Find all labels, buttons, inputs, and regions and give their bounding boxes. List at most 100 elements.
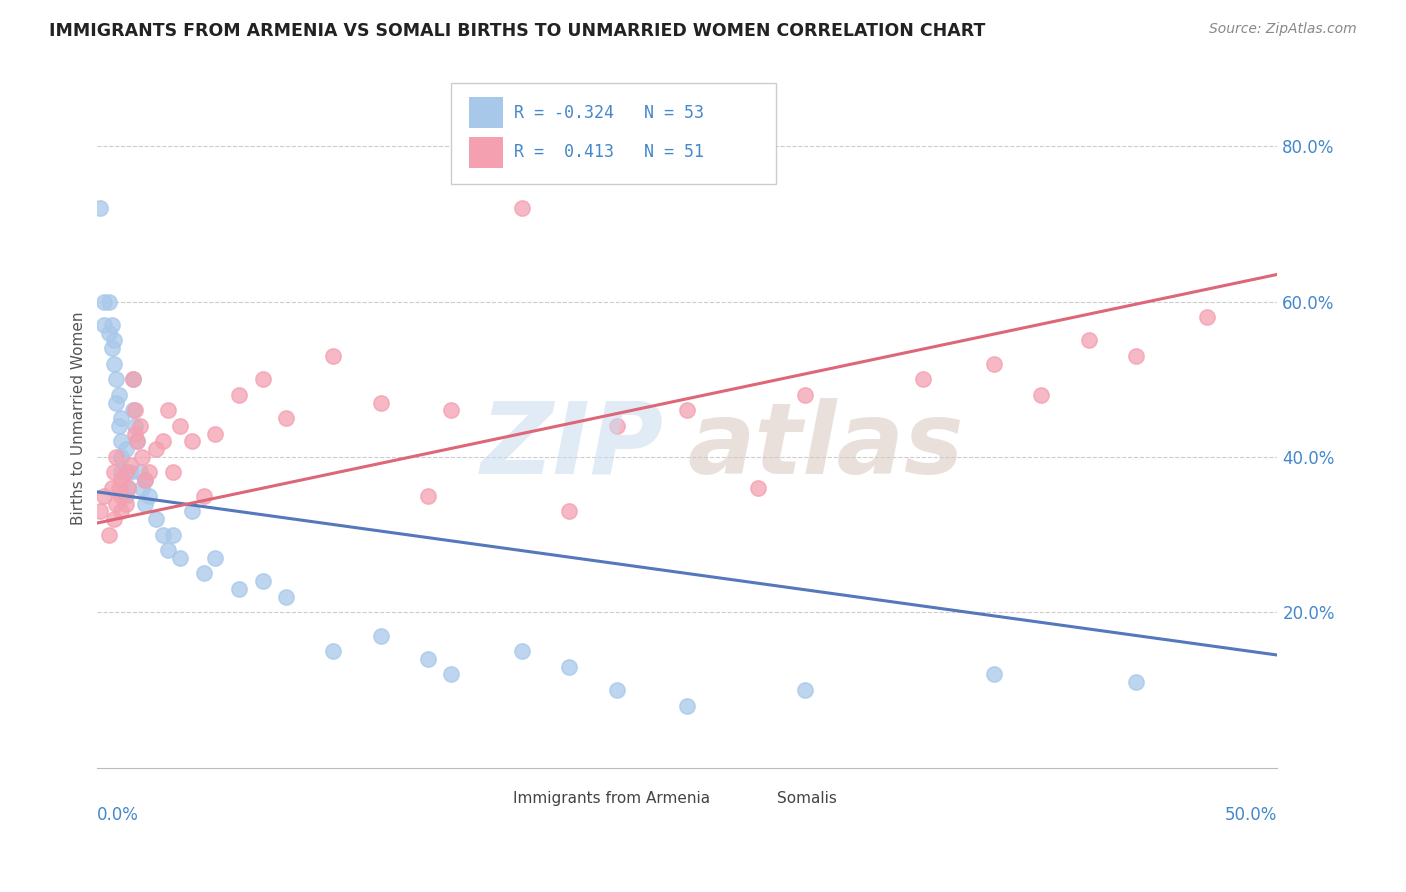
Point (558, 659, 581, 673)
Point (107, 481, 129, 495)
Point (128, 466, 150, 480)
Point (157, 403, 180, 417)
Point (510, 202, 533, 216)
Point (252, 372, 274, 386)
Point (204, 551, 226, 566)
Point (276, 590, 298, 604)
Point (983, 357, 1005, 371)
Point (322, 349, 344, 363)
Text: IMMIGRANTS FROM ARMENIA VS SOMALI BIRTHS TO UNMARRIED WOMEN CORRELATION CHART: IMMIGRANTS FROM ARMENIA VS SOMALI BIRTHS… (49, 22, 986, 40)
Point (1031, 388, 1053, 402)
Point (114, 489, 136, 503)
Point (983, 667, 1005, 681)
Point (152, 527, 174, 541)
Point (204, 426, 226, 441)
Point (117, 481, 139, 495)
Point (370, 395, 392, 409)
Point (169, 551, 191, 566)
Point (100, 318, 122, 332)
Point (110, 473, 132, 487)
Point (416, 652, 439, 666)
Point (114, 466, 136, 480)
Point (252, 574, 274, 589)
Point (276, 411, 298, 425)
FancyBboxPatch shape (470, 137, 503, 168)
Text: R =  0.413   N = 51: R = 0.413 N = 51 (515, 144, 704, 161)
Point (114, 442, 136, 457)
Point (440, 667, 463, 681)
Point (89, 504, 111, 518)
Point (134, 473, 156, 487)
Point (152, 434, 174, 449)
Point (145, 442, 167, 457)
Point (138, 466, 160, 480)
Text: Immigrants from Armenia: Immigrants from Armenia (513, 791, 710, 806)
Point (912, 372, 935, 386)
Text: ZIP: ZIP (481, 398, 664, 494)
Point (98, 527, 121, 541)
Point (1125, 675, 1147, 690)
Point (134, 473, 156, 487)
Point (105, 450, 128, 464)
Point (100, 481, 122, 495)
Point (121, 372, 143, 386)
Point (157, 543, 180, 558)
Point (103, 357, 125, 371)
Point (1077, 334, 1099, 348)
Point (676, 403, 699, 417)
Point (93, 318, 115, 332)
Point (162, 527, 184, 541)
Point (193, 566, 215, 581)
Text: 0.0%: 0.0% (97, 806, 139, 824)
Point (124, 426, 146, 441)
Point (105, 497, 128, 511)
Point (107, 388, 129, 402)
Point (110, 450, 132, 464)
Point (105, 395, 128, 409)
Point (110, 466, 132, 480)
Point (794, 388, 817, 402)
Point (370, 629, 392, 643)
Point (93, 294, 115, 309)
FancyBboxPatch shape (479, 790, 508, 807)
Point (606, 418, 628, 433)
Point (606, 683, 628, 698)
Point (440, 403, 463, 417)
Point (127, 434, 149, 449)
Point (114, 466, 136, 480)
Point (120, 466, 142, 480)
Point (169, 418, 191, 433)
Text: 50.0%: 50.0% (1225, 806, 1278, 824)
Point (98, 326, 121, 340)
Point (103, 466, 125, 480)
FancyBboxPatch shape (470, 97, 503, 128)
Text: Somalis: Somalis (778, 791, 837, 806)
Point (121, 372, 143, 386)
Point (228, 582, 250, 596)
Point (510, 644, 533, 658)
Point (110, 411, 132, 425)
Point (1125, 349, 1147, 363)
Point (131, 450, 153, 464)
Y-axis label: Births to Unmarried Women: Births to Unmarried Women (72, 311, 86, 524)
Point (103, 512, 125, 526)
Point (110, 434, 132, 449)
Point (416, 489, 439, 503)
FancyBboxPatch shape (742, 790, 770, 807)
Point (114, 497, 136, 511)
Point (117, 481, 139, 495)
Point (110, 504, 132, 518)
Point (110, 489, 132, 503)
Point (145, 512, 167, 526)
Point (100, 341, 122, 355)
Point (180, 434, 202, 449)
Point (134, 497, 156, 511)
Text: R = -0.324   N = 53: R = -0.324 N = 53 (515, 103, 704, 121)
Point (747, 481, 769, 495)
Point (131, 481, 153, 495)
Text: atlas: atlas (688, 398, 965, 494)
Point (180, 504, 202, 518)
Point (103, 334, 125, 348)
Point (676, 698, 699, 713)
Point (93, 489, 115, 503)
